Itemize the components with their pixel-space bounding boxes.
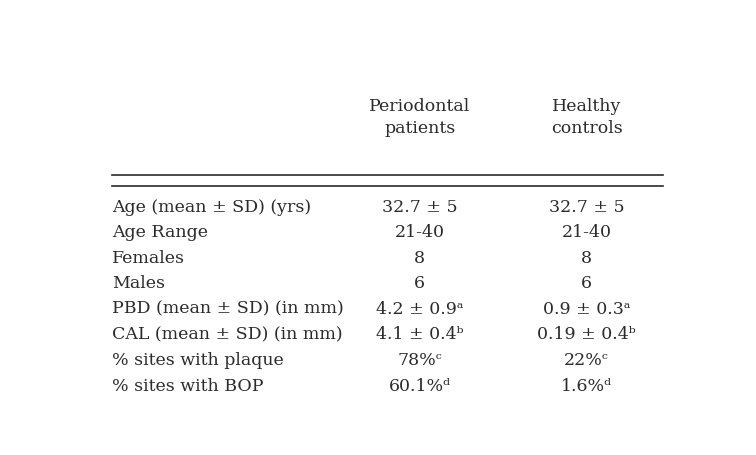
- Text: 60.1%ᵈ: 60.1%ᵈ: [389, 378, 451, 394]
- Text: 6: 6: [581, 275, 592, 292]
- Text: 1.6%ᵈ: 1.6%ᵈ: [561, 378, 612, 394]
- Text: Periodontal
patients: Periodontal patients: [369, 98, 470, 137]
- Text: 0.9 ± 0.3ᵃ: 0.9 ± 0.3ᵃ: [543, 301, 631, 318]
- Text: CAL (mean ± SD) (in mm): CAL (mean ± SD) (in mm): [112, 326, 342, 344]
- Text: 8: 8: [414, 250, 425, 267]
- Text: 0.19 ± 0.4ᵇ: 0.19 ± 0.4ᵇ: [538, 326, 636, 344]
- Text: Age Range: Age Range: [112, 224, 208, 241]
- Text: 21-40: 21-40: [395, 224, 445, 241]
- Text: Age (mean ± SD) (yrs): Age (mean ± SD) (yrs): [112, 198, 311, 216]
- Text: % sites with BOP: % sites with BOP: [112, 378, 264, 394]
- Text: % sites with plaque: % sites with plaque: [112, 352, 284, 369]
- Text: 6: 6: [414, 275, 425, 292]
- Text: 4.1 ± 0.4ᵇ: 4.1 ± 0.4ᵇ: [376, 326, 463, 344]
- Text: 21-40: 21-40: [562, 224, 612, 241]
- Text: 32.7 ± 5: 32.7 ± 5: [549, 198, 624, 216]
- Text: 22%ᶜ: 22%ᶜ: [564, 352, 609, 369]
- Text: 4.2 ± 0.9ᵃ: 4.2 ± 0.9ᵃ: [376, 301, 463, 318]
- Text: Females: Females: [112, 250, 185, 267]
- Text: 8: 8: [581, 250, 592, 267]
- Text: Males: Males: [112, 275, 165, 292]
- Text: Healthy
controls: Healthy controls: [551, 98, 622, 137]
- Text: 32.7 ± 5: 32.7 ± 5: [382, 198, 457, 216]
- Text: PBD (mean ± SD) (in mm): PBD (mean ± SD) (in mm): [112, 301, 344, 318]
- Text: 78%ᶜ: 78%ᶜ: [398, 352, 442, 369]
